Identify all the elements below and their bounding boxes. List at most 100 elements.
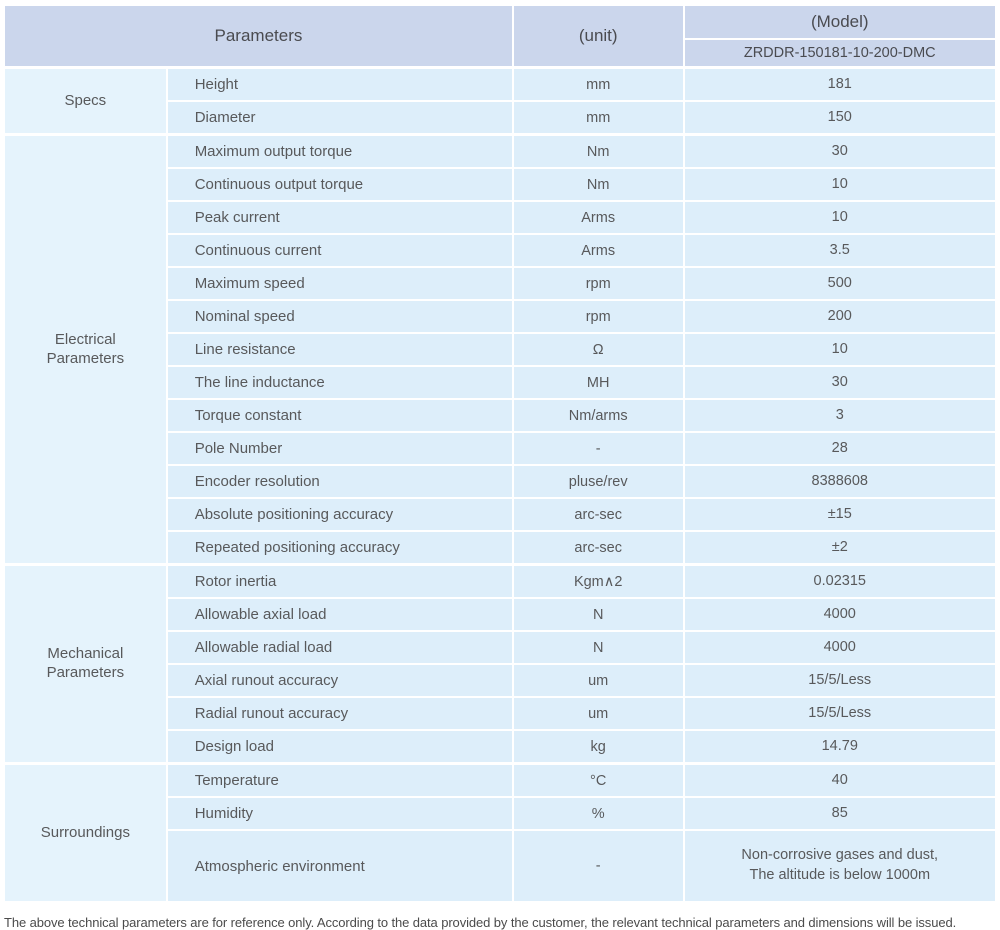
- parameters-header: Parameters: [3, 4, 514, 69]
- param-label: Allowable axial load: [165, 597, 514, 632]
- param-unit: mm: [511, 66, 685, 102]
- param-unit: Nm: [511, 167, 685, 202]
- spec-table: Parameters (unit) (Model) ZRDDR-150181-1…: [3, 4, 997, 903]
- param-label: Continuous output torque: [165, 167, 514, 202]
- param-unit: arc-sec: [511, 530, 685, 566]
- table-row: Nominal speed rpm 200: [4, 299, 997, 334]
- table-row: The line inductance MH 30: [4, 365, 997, 400]
- table-row: Pole Number - 28: [4, 431, 997, 466]
- param-label: Line resistance: [165, 332, 514, 367]
- table-row: Humidity % 85: [4, 796, 997, 831]
- table-row: Mechanical Parameters Rotor inertia Kgm∧…: [3, 563, 997, 765]
- param-unit: Nm: [511, 133, 685, 169]
- param-value: 15/5/Less: [682, 663, 997, 698]
- table-row: Axial runout accuracy um 15/5/Less: [4, 663, 997, 698]
- section-label-surroundings: Surroundings: [3, 762, 168, 903]
- table-row: Allowable axial load N 4000: [4, 597, 997, 632]
- param-unit: MH: [511, 365, 685, 400]
- param-label: Nominal speed: [165, 299, 514, 334]
- param-unit: Arms: [511, 200, 685, 235]
- table-row: Continuous output torque Nm 10: [4, 167, 997, 202]
- param-value: 4000: [682, 597, 997, 632]
- table-row: Peak current Arms 10: [4, 200, 997, 235]
- param-value: 10: [682, 332, 997, 367]
- param-value: ±2: [682, 530, 997, 566]
- param-unit: N: [511, 597, 685, 632]
- table-row: Allowable radial load N 4000: [4, 630, 997, 665]
- param-value: 10: [682, 167, 997, 202]
- table-row: Radial runout accuracy um 15/5/Less: [4, 696, 997, 731]
- param-unit: Ω: [511, 332, 685, 367]
- param-unit: Kgm∧2: [511, 563, 685, 599]
- unit-header: (unit): [511, 4, 685, 69]
- param-value: ±15: [682, 497, 997, 532]
- param-value: 3.5: [682, 233, 997, 268]
- param-value: 3: [682, 398, 997, 433]
- model-number: ZRDDR-150181-10-200-DMC: [682, 38, 997, 69]
- param-unit: um: [511, 663, 685, 698]
- param-unit: Nm/arms: [511, 398, 685, 433]
- table-row: Electrical Parameters Maximum output tor…: [3, 133, 997, 566]
- param-label: Maximum speed: [165, 266, 514, 301]
- param-unit: rpm: [511, 299, 685, 334]
- param-unit: arc-sec: [511, 497, 685, 532]
- param-label: Atmospheric environment: [165, 829, 514, 903]
- param-value: 150: [682, 100, 997, 136]
- param-unit: pluse/rev: [511, 464, 685, 499]
- table-row: Encoder resolution pluse/rev 8388608: [4, 464, 997, 499]
- header-row: Parameters (unit) (Model): [3, 4, 997, 69]
- param-label: Design load: [165, 729, 514, 765]
- param-value: 0.02315: [682, 563, 997, 599]
- table-row: Maximum speed rpm 500: [4, 266, 997, 301]
- model-header: (Model): [682, 4, 997, 40]
- param-label: Repeated positioning accuracy: [165, 530, 514, 566]
- table-row: Design load kg 14.79: [4, 729, 997, 765]
- param-value: 28: [682, 431, 997, 466]
- param-unit: %: [511, 796, 685, 831]
- param-label: Allowable radial load: [165, 630, 514, 665]
- disclaimer-note: The above technical parameters are for r…: [4, 915, 957, 930]
- section-label-electrical: Electrical Parameters: [3, 133, 168, 566]
- param-value: 40: [682, 762, 997, 798]
- param-value: 181: [682, 66, 997, 102]
- table-row: Repeated positioning accuracy arc-sec ±2: [4, 530, 997, 566]
- param-value: 15/5/Less: [682, 696, 997, 731]
- param-value: 200: [682, 299, 997, 334]
- param-label: Height: [165, 66, 514, 102]
- param-label: The line inductance: [165, 365, 514, 400]
- param-label: Pole Number: [165, 431, 514, 466]
- param-value: 14.79: [682, 729, 997, 765]
- param-label: Maximum output torque: [165, 133, 514, 169]
- param-unit: -: [511, 829, 685, 903]
- param-label: Torque constant: [165, 398, 514, 433]
- param-label: Peak current: [165, 200, 514, 235]
- param-value: 8388608: [682, 464, 997, 499]
- param-value: 500: [682, 266, 997, 301]
- param-unit: -: [511, 431, 685, 466]
- param-unit: kg: [511, 729, 685, 765]
- param-unit: um: [511, 696, 685, 731]
- param-label: Humidity: [165, 796, 514, 831]
- param-value: 4000: [682, 630, 997, 665]
- param-value: 30: [682, 133, 997, 169]
- param-label: Rotor inertia: [165, 563, 514, 599]
- table-row: Line resistance Ω 10: [4, 332, 997, 367]
- param-value: Non-corrosive gases and dust, The altitu…: [682, 829, 997, 903]
- param-unit: rpm: [511, 266, 685, 301]
- table-row: Continuous current Arms 3.5: [4, 233, 997, 268]
- param-unit: mm: [511, 100, 685, 136]
- param-label: Diameter: [165, 100, 514, 136]
- param-value: 30: [682, 365, 997, 400]
- param-label: Absolute positioning accuracy: [165, 497, 514, 532]
- param-value: 10: [682, 200, 997, 235]
- table-row: Diameter mm 150: [4, 100, 997, 136]
- section-label-mechanical: Mechanical Parameters: [3, 563, 168, 765]
- param-label: Temperature: [165, 762, 514, 798]
- table-row: Torque constant Nm/arms 3: [4, 398, 997, 433]
- section-label-specs: Specs: [3, 66, 168, 136]
- table-row: Specs Height mm 181: [3, 66, 997, 136]
- param-unit: N: [511, 630, 685, 665]
- param-unit: °C: [511, 762, 685, 798]
- param-label: Axial runout accuracy: [165, 663, 514, 698]
